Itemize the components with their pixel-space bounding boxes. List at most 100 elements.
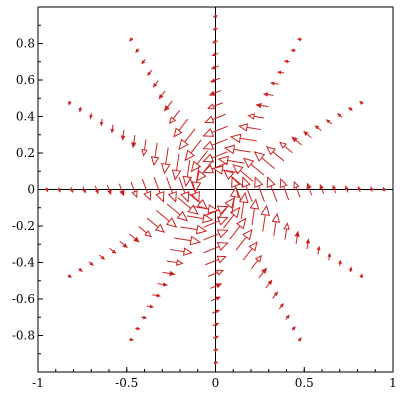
vector-arrow: [158, 90, 166, 100]
arrow-head: [206, 103, 215, 110]
vector-arrow: [163, 100, 173, 112]
arrow-head: [195, 224, 208, 235]
vector-arrow: [141, 59, 146, 65]
arrow-head: [212, 165, 224, 175]
vector-arrow: [223, 206, 241, 229]
vector-arrow: [106, 184, 112, 196]
arrow-head: [209, 78, 216, 83]
vector-arrow: [212, 335, 220, 340]
arrow-head: [229, 133, 242, 144]
vector-arrow: [250, 254, 263, 269]
vector-arrow: [67, 274, 72, 279]
arrow-head: [141, 60, 146, 65]
arrow-head: [107, 189, 112, 196]
vector-arrow: [203, 205, 229, 217]
arrow-head: [178, 138, 189, 151]
vector-arrow: [314, 125, 322, 132]
vector-arrow: [138, 225, 152, 238]
vector-arrow: [279, 177, 290, 201]
vector-arrow: [382, 186, 387, 192]
vector-arrow: [152, 293, 161, 298]
vector-arrow: [135, 48, 140, 54]
arrow-head: [176, 259, 184, 266]
vector-arrow: [270, 81, 279, 86]
vector-arrow: [135, 326, 141, 331]
vector-arrow: [266, 176, 278, 202]
vector-arrow: [211, 309, 221, 314]
vector-arrow: [211, 52, 219, 57]
vector-arrow: [253, 151, 276, 169]
arrow-head: [152, 82, 158, 88]
arrow-head: [327, 252, 332, 258]
vector-arrow: [319, 183, 325, 195]
vector-arrow: [173, 118, 189, 138]
vector-arrow: [222, 169, 245, 188]
arrow-head: [249, 198, 260, 210]
arrow-head: [143, 190, 152, 202]
vector-arrow: [160, 147, 171, 175]
vector-arrow: [327, 252, 332, 261]
vector-arrow: [242, 241, 258, 261]
vector-arrow: [207, 269, 225, 277]
y-tick-label: -0.6: [12, 292, 35, 306]
arrow-head: [67, 101, 72, 106]
arrow-head: [163, 105, 170, 112]
vector-arrow: [338, 259, 342, 267]
vector-arrow: [150, 142, 160, 167]
arrow-head: [216, 205, 229, 215]
arrow-head: [94, 189, 99, 195]
arrow-head: [44, 187, 49, 193]
vector-arrow: [370, 186, 374, 192]
vector-arrow: [238, 191, 249, 219]
arrow-head: [283, 222, 290, 231]
vector-arrow: [332, 184, 337, 194]
vector-arrow: [162, 270, 176, 277]
arrow-head: [131, 142, 137, 149]
arrow-head: [190, 160, 202, 173]
arrow-head: [238, 191, 249, 204]
arrow-head: [215, 296, 222, 301]
arrow-head: [67, 274, 72, 279]
vector-arrow: [249, 198, 260, 226]
arrow-head: [129, 37, 134, 42]
arrow-head: [238, 123, 249, 132]
y-tick-label: -0.8: [12, 329, 35, 343]
vector-arrow: [189, 177, 200, 203]
arrow-head: [202, 153, 215, 163]
arrow-head: [212, 26, 217, 31]
arrow-head: [254, 176, 264, 189]
vector-arrow: [141, 178, 152, 202]
arrow-head: [171, 169, 182, 181]
arrow-head: [254, 254, 263, 263]
vector-arrow: [291, 136, 302, 146]
vector-arrow: [235, 228, 253, 251]
arrow-head: [345, 185, 349, 191]
x-tick-label: 1: [389, 376, 397, 390]
y-tick-label: 0: [27, 183, 35, 197]
arrow-head: [212, 13, 218, 18]
arrow-head: [359, 273, 364, 278]
vector-arrow: [283, 222, 290, 240]
vector-arrow: [202, 162, 228, 174]
vector-arrow: [182, 160, 193, 188]
vector-arrow: [109, 247, 117, 254]
arrow-head: [279, 303, 284, 308]
vector-arrow: [202, 151, 228, 163]
arrow-head: [216, 269, 225, 276]
arrow-head: [190, 190, 200, 203]
arrow-head: [261, 267, 268, 274]
arrow-head: [182, 175, 193, 188]
arrow-head: [305, 238, 311, 244]
y-axis-ticks: -0.8 -0.6 -0.4 -0.2 0 0.2 0.4 0.6 0.8: [12, 6, 43, 373]
vector-arrow: [178, 128, 196, 151]
vector-arrow: [217, 197, 235, 220]
arrow-head: [222, 169, 235, 181]
arrow-head: [119, 189, 125, 197]
vector-arrow: [131, 134, 137, 149]
arrow-head: [162, 282, 169, 287]
y-tick-label: 0.6: [16, 73, 35, 87]
arrow-head: [216, 242, 229, 252]
vector-arrow: [229, 186, 240, 214]
arrow-head: [168, 116, 177, 125]
arrow-head: [242, 228, 253, 241]
